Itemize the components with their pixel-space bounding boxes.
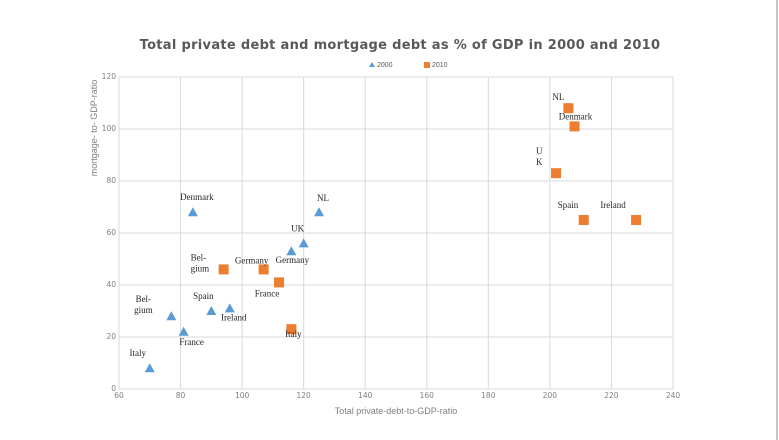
x-tick-label: 60 (114, 391, 124, 400)
legend: 2000 2010 (369, 62, 448, 69)
legend-triangle-icon (369, 62, 375, 67)
point-label: Ireland (600, 200, 626, 210)
x-tick-label: 180 (481, 391, 496, 400)
y-tick-label: 0 (111, 384, 116, 393)
y-tick-label: 100 (102, 124, 117, 133)
point-2010-france (274, 277, 285, 288)
point-2010-uk (551, 168, 562, 179)
point-2010-italy (286, 324, 297, 335)
chart-title: Total private debt and mortgage debt as … (140, 38, 661, 53)
point-label: Italy (130, 348, 147, 358)
point-2000-uk (298, 238, 309, 248)
x-axis-label: Total private-debt-to-GDP-ratio (335, 406, 458, 416)
x-tick-label: 240 (666, 391, 681, 400)
point-2010-ireland (631, 215, 642, 225)
point-label: Denmark (559, 111, 593, 121)
point-2010-nl (563, 103, 574, 114)
legend-entry: 2000 (377, 62, 393, 69)
point-2000-belgium (166, 311, 177, 321)
point-2010-spain (578, 215, 589, 225)
axis-ticks: 60 80 100 120 140 160 180 200 220 240 0 20 40 60 80 100… (102, 72, 681, 400)
x-tick-label: 100 (235, 391, 250, 400)
point-label: NL (552, 92, 564, 102)
y-tick-label: 40 (106, 280, 116, 289)
point-2010-belgium (218, 264, 229, 275)
point-2000-spain (206, 306, 217, 315)
point-2000-italy (144, 363, 155, 373)
x-tick-label: 220 (604, 391, 619, 400)
point-label: France (255, 288, 280, 298)
point-label: France (179, 337, 204, 347)
point-label: Germany (276, 255, 310, 265)
point-2010-denmark (569, 121, 580, 132)
point-label: NL (317, 193, 329, 203)
window-border (776, 0, 778, 440)
y-tick-label: 60 (106, 228, 116, 237)
x-tick-label: 160 (420, 391, 435, 400)
point-label: UK (291, 223, 304, 233)
y-tick-label: 20 (106, 332, 116, 341)
x-tick-label: 200 (543, 391, 558, 400)
point-2000-nl (314, 207, 325, 217)
y-tick-label: 120 (102, 72, 117, 81)
point-label: Bel-gium (191, 252, 210, 273)
point-label: Denmark (180, 192, 214, 202)
point-label: Ireland (221, 312, 247, 322)
point-2000-denmark (187, 207, 198, 217)
y-tick-label: 80 (106, 176, 116, 185)
data-points (144, 103, 642, 373)
x-tick-label: 80 (176, 391, 186, 400)
point-2010-germany (258, 264, 269, 275)
point-label: Italy (285, 329, 302, 339)
gridlines (118, 76, 674, 390)
x-tick-label: 120 (297, 391, 312, 400)
point-2000-germany (286, 246, 297, 256)
point-label: Spain (558, 200, 579, 210)
point-2000-ireland (224, 303, 235, 313)
y-axis-label: mortgage- to- GDP-ratio (89, 80, 99, 177)
point-labels: Italy Bel-gium France Spain Ireland Denmark Ge… (130, 92, 627, 358)
point-2000-france (178, 326, 189, 336)
point-label: Spain (193, 291, 214, 301)
legend-square-icon (424, 62, 430, 68)
x-tick-label: 140 (358, 391, 373, 400)
point-label: Bel-gium (134, 294, 153, 315)
point-label: Germany (235, 255, 269, 265)
legend-entry: 2010 (432, 62, 448, 69)
